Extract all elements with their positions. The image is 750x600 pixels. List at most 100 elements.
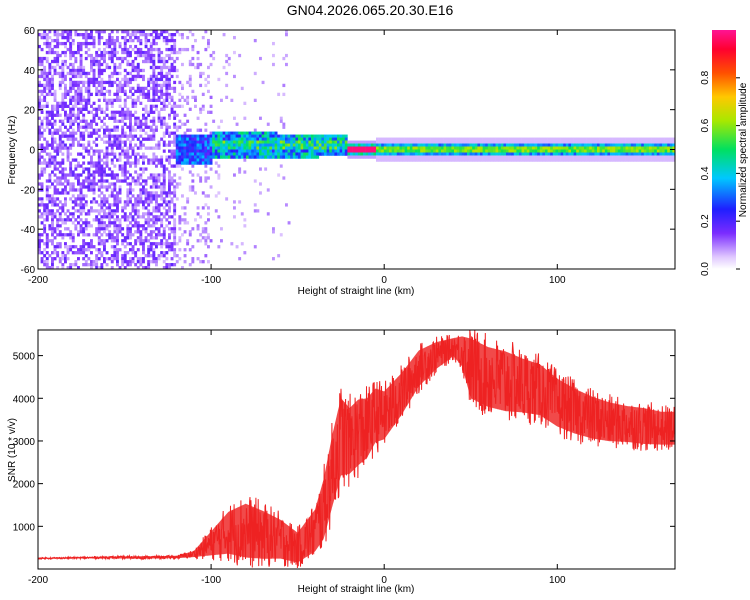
spectrogram-cell xyxy=(225,95,229,100)
spectrogram-cell xyxy=(40,173,44,177)
spectrogram-cell xyxy=(630,143,634,147)
spectrogram-cell xyxy=(113,185,117,189)
spectrogram-cell xyxy=(43,146,47,150)
spectrogram-cell xyxy=(264,140,268,144)
spectrogram-cell xyxy=(251,137,255,141)
spectrogram-cell xyxy=(118,152,122,156)
spectrogram-cell xyxy=(56,152,60,156)
spectrogram-cell xyxy=(82,209,86,213)
spectrogram-cell xyxy=(594,152,598,156)
spectrogram-cell xyxy=(129,173,132,177)
spectrogram-cell xyxy=(155,35,158,40)
spectrogram-cell xyxy=(170,140,174,144)
spectrogram-cell xyxy=(144,266,148,270)
spectrogram-cell xyxy=(136,158,140,162)
spectrogram-cell xyxy=(214,143,218,147)
spectrogram-cell xyxy=(155,197,158,201)
spectrogram-cell xyxy=(110,140,114,144)
spectrogram-cell xyxy=(121,86,125,91)
spectrogram-cell xyxy=(103,128,106,132)
spectrogram-cell xyxy=(45,146,49,150)
spectrogram-cell xyxy=(240,86,244,91)
spectrogram-cell xyxy=(142,188,145,192)
spectrogram-cell xyxy=(412,158,416,162)
spectrogram-cell xyxy=(134,221,138,225)
spectrogram-cell xyxy=(95,131,99,135)
spectrogram-cell xyxy=(100,242,104,246)
spectrogram-cell xyxy=(235,122,239,126)
spectrogram-cell xyxy=(139,260,143,264)
spectrogram-cell xyxy=(45,191,49,195)
spectrogram-cell xyxy=(643,155,647,159)
spectrogram-cell xyxy=(64,59,67,64)
spectrogram-cell xyxy=(97,59,101,64)
spectrogram-cell xyxy=(300,152,304,156)
spectrogram-cell xyxy=(168,176,171,180)
spectrogram-cell xyxy=(147,134,151,138)
spectrogram-cell xyxy=(225,134,229,138)
spectrogram-cell xyxy=(196,155,200,159)
spectrogram-cell xyxy=(136,215,140,219)
spectrogram-cell xyxy=(53,158,57,162)
spectrogram-cell xyxy=(560,137,564,141)
spectrogram-cell xyxy=(378,137,382,141)
spectrogram-cell xyxy=(209,62,213,67)
spectrogram-cell xyxy=(79,212,83,216)
spectrogram-cell xyxy=(389,155,392,159)
spectrogram-cell xyxy=(222,131,226,135)
spectrogram-cell xyxy=(108,89,112,94)
spectrogram-cell xyxy=(446,155,450,159)
spectrogram-cell xyxy=(56,113,60,117)
spectrogram-cell xyxy=(87,131,91,135)
spectrogram-cell xyxy=(638,137,642,141)
spectrogram-cell xyxy=(170,32,174,37)
spectrogram-cell xyxy=(602,152,606,156)
spectrogram-cell xyxy=(58,86,62,91)
spectrogram-cell xyxy=(105,206,109,210)
spectrogram-cell xyxy=(58,80,62,85)
spectrogram-cell xyxy=(220,137,223,141)
spectrogram-cell xyxy=(586,143,590,147)
spectrogram-cell xyxy=(149,56,153,61)
spectrogram-cell xyxy=(282,176,286,180)
spectrogram-cell xyxy=(199,215,203,219)
spectrogram-cell xyxy=(48,173,52,177)
spectrogram-cell xyxy=(53,185,57,189)
spectrogram-cell xyxy=(53,59,57,64)
spectrogram-cell xyxy=(451,152,455,156)
spectrogram-cell xyxy=(516,149,520,153)
spectrogram-cell xyxy=(116,227,119,231)
spectrogram-cell xyxy=(331,140,335,144)
spectrogram-cell xyxy=(51,110,54,114)
spectrogram-cell xyxy=(95,137,99,141)
spectrogram-cell xyxy=(181,155,184,159)
spectrogram-cell xyxy=(243,140,247,144)
spectrogram-cell xyxy=(126,83,130,88)
spectrogram-cell xyxy=(58,119,62,123)
spectrogram-cell xyxy=(147,203,151,207)
spectrogram-cell xyxy=(136,53,140,58)
spectrogram-cell xyxy=(233,215,236,219)
spectrogram-cell xyxy=(129,260,132,264)
spectrogram-cell xyxy=(92,182,96,186)
spectrogram-cell xyxy=(79,59,83,64)
spectrogram-cell xyxy=(155,236,158,240)
spectrogram-cell xyxy=(506,158,509,162)
spectrogram-cell xyxy=(155,83,158,88)
spectrogram-cell xyxy=(118,134,122,138)
spectrogram-cell xyxy=(103,248,106,252)
spectrogram-cell xyxy=(194,218,197,222)
spectrogram-cell xyxy=(175,158,179,162)
spectrogram-cell xyxy=(615,143,619,147)
spectrogram-cell xyxy=(105,62,109,67)
spectrogram-cell xyxy=(269,146,273,150)
spectrogram-cell xyxy=(56,233,60,237)
spectrogram-cell xyxy=(594,140,598,144)
spectrogram-cell xyxy=(56,143,60,147)
spectrogram-cell xyxy=(126,80,130,85)
spectrogram-cell xyxy=(131,209,135,213)
spectrogram-cell xyxy=(183,47,187,52)
spectrogram-cell xyxy=(69,230,73,234)
spectrogram-cell xyxy=(428,152,431,156)
spectrogram-cell xyxy=(77,80,80,85)
